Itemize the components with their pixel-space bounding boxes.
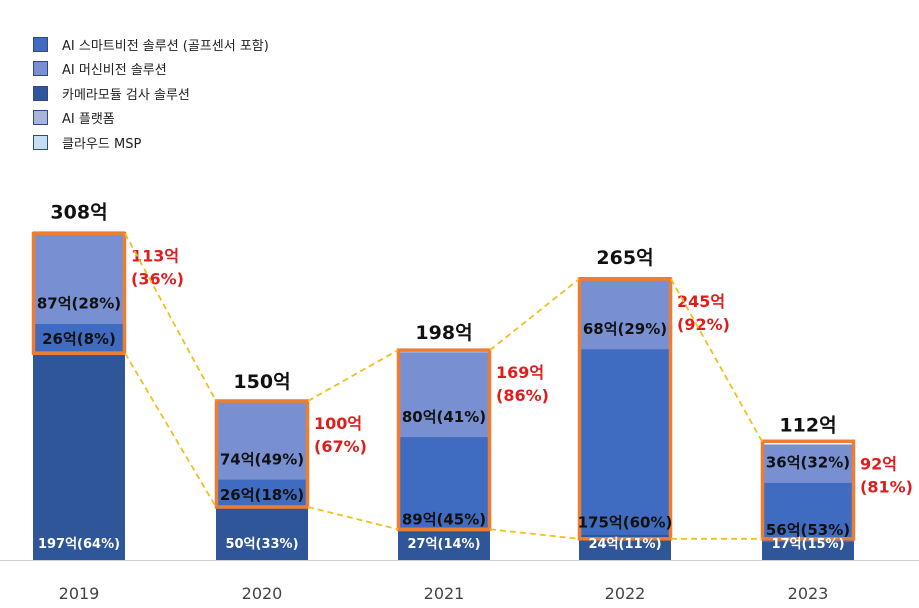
x-tick-label: 2020 xyxy=(242,584,283,603)
trend-connector-top xyxy=(307,349,399,402)
segment-label: 87억(28%) xyxy=(37,295,121,313)
legend-swatch-smartvision xyxy=(33,36,48,52)
segment-label: 68억(29%) xyxy=(583,320,667,338)
highlight-amount-label: 169억 xyxy=(496,363,544,382)
highlight-outline xyxy=(31,231,127,356)
legend-swatch-camera xyxy=(33,85,48,101)
bar-segment-machinevision xyxy=(762,444,854,483)
highlight-amount-label: 113억 xyxy=(131,247,179,266)
bar-segment-smartvision xyxy=(216,479,308,507)
bar-total-label: 308억 xyxy=(50,201,107,223)
x-tick-label: 2023 xyxy=(788,584,829,603)
highlight-percent-label: (67%) xyxy=(314,437,367,456)
highlight-percent-label: (36%) xyxy=(131,270,184,289)
legend-swatch-platform xyxy=(33,110,48,126)
segment-label: 27억(14%) xyxy=(407,537,480,552)
trend-connector-top xyxy=(670,278,763,442)
x-tick-label: 2019 xyxy=(59,584,100,603)
legend-item-machinevision: AI 머신비전 솔루션 xyxy=(33,57,269,82)
highlight-outline xyxy=(577,277,673,541)
bar-segment-camera xyxy=(216,507,308,560)
highlight-percent-label: (81%) xyxy=(860,477,913,496)
x-tick-label: 2021 xyxy=(424,584,465,603)
bar-total-label: 265억 xyxy=(596,247,653,269)
legend-label: AI 머신비전 솔루션 xyxy=(62,63,167,79)
bar-segment-machinevision xyxy=(398,352,490,438)
bar-total-label: 112억 xyxy=(779,414,836,436)
trend-connector-bottom xyxy=(307,506,399,531)
bar-segment-camera xyxy=(33,351,125,560)
segment-label: 175억(60%) xyxy=(578,514,673,532)
legend-item-camera: 카메라모듈 검사 솔루션 xyxy=(33,81,269,106)
segment-label: 89억(45%) xyxy=(402,510,486,528)
highlight-outline xyxy=(214,399,310,509)
trend-connector-top xyxy=(124,233,217,402)
bar-segment-smartvision xyxy=(579,349,671,535)
trend-connector-bottom xyxy=(489,528,580,540)
legend-swatch-machinevision xyxy=(33,61,48,77)
segment-label: 74억(49%) xyxy=(220,450,304,468)
segment-label: 197억(64%) xyxy=(38,537,120,552)
bar-segment-camera xyxy=(398,531,490,560)
bar-segment-smartvision xyxy=(33,323,125,352)
bar-segment-machinevision xyxy=(579,276,671,350)
highlight-percent-label: (86%) xyxy=(496,386,549,405)
legend: AI 스마트비전 솔루션 (골프센서 포함) AI 머신비전 솔루션 카메라모듈… xyxy=(33,32,269,155)
legend-item-cloud: 클라우드 MSP xyxy=(33,130,269,155)
highlight-amount-label: 100억 xyxy=(314,414,362,433)
bar-segment-smartvision xyxy=(398,437,490,532)
legend-label: AI 스마트비전 솔루션 (골프센서 포함) xyxy=(62,38,269,54)
segment-label: 80억(41%) xyxy=(402,408,486,426)
highlight-outline xyxy=(396,348,492,532)
bar-total-label: 150억 xyxy=(233,371,290,393)
legend-label: 클라우드 MSP xyxy=(62,136,142,152)
legend-label: AI 플랫폼 xyxy=(62,112,115,128)
highlight-amount-label: 92억 xyxy=(860,454,897,473)
segment-label: 36억(32%) xyxy=(766,454,850,472)
bar-total-label: 198억 xyxy=(415,322,472,344)
bar-segment-machinevision xyxy=(216,401,308,480)
segment-label: 56억(53%) xyxy=(766,521,850,539)
bar-segment-smartvision xyxy=(762,482,854,542)
highlight-amount-label: 245억 xyxy=(677,292,725,311)
legend-item-platform: AI 플랫폼 xyxy=(33,106,269,131)
segment-label: 26억(8%) xyxy=(42,330,116,348)
bar-segment-camera xyxy=(762,541,854,560)
legend-item-smartvision: AI 스마트비전 솔루션 (골프센서 포함) xyxy=(33,32,269,57)
legend-label: 카메라모듈 검사 솔루션 xyxy=(62,87,190,103)
segment-label: 24억(11%) xyxy=(588,537,661,552)
trend-connector-top xyxy=(489,278,580,351)
legend-swatch-cloud xyxy=(33,134,48,150)
bar-segment-machinevision xyxy=(33,231,125,324)
highlight-percent-label: (92%) xyxy=(677,315,730,334)
segment-label: 50억(33%) xyxy=(225,537,298,552)
highlight-outline xyxy=(760,439,856,541)
segment-label: 26억(18%) xyxy=(220,486,304,504)
x-tick-label: 2022 xyxy=(605,584,646,603)
segment-label: 17억(15%) xyxy=(771,537,844,552)
